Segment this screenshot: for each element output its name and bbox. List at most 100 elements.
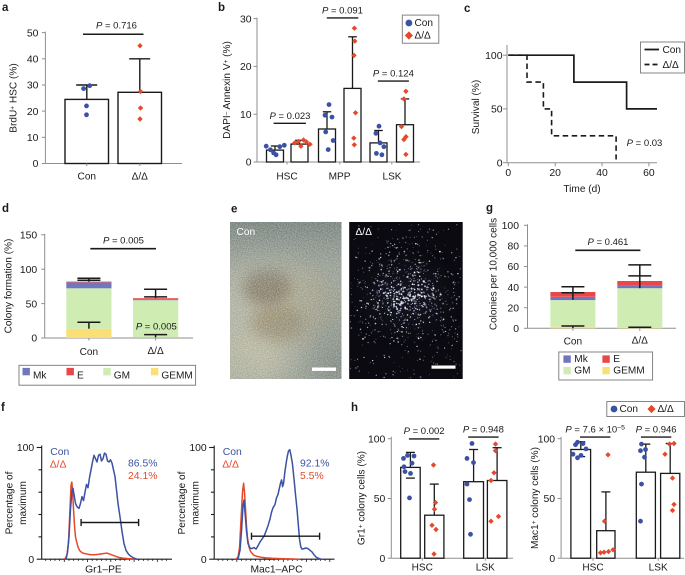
svg-text:0: 0 (201, 555, 207, 566)
svg-text:30: 30 (27, 81, 39, 92)
svg-text:Con: Con (564, 337, 583, 348)
svg-text:Con: Con (237, 227, 256, 238)
svg-text:0: 0 (33, 159, 39, 170)
svg-text:Δ/Δ: Δ/Δ (658, 404, 675, 415)
svg-text:Δ/Δ: Δ/Δ (50, 459, 67, 470)
svg-text:maximum: maximum (18, 481, 29, 525)
svg-text:100: 100 (502, 221, 520, 232)
svg-text:50: 50 (27, 28, 39, 39)
svg-text:Percentage of: Percentage of (177, 471, 188, 534)
svg-text:c: c (464, 3, 471, 15)
svg-text:Con: Con (78, 172, 97, 183)
svg-text:20: 20 (240, 62, 252, 73)
svg-text:b: b (218, 2, 225, 14)
svg-text:0: 0 (505, 168, 511, 179)
svg-text:E: E (77, 371, 84, 382)
svg-text:50: 50 (544, 494, 556, 505)
svg-text:100: 100 (485, 51, 503, 62)
svg-text:LSK: LSK (649, 563, 668, 574)
svg-text:Mk: Mk (33, 371, 47, 382)
svg-text:LSK: LSK (476, 563, 495, 574)
svg-text:HSC: HSC (582, 563, 603, 574)
svg-text:P = 0.005: P = 0.005 (136, 322, 177, 333)
svg-text:60: 60 (643, 168, 655, 179)
svg-text:86.5%: 86.5% (128, 458, 157, 469)
svg-text:100: 100 (189, 443, 207, 454)
svg-text:Con: Con (620, 404, 639, 415)
svg-text:BrdU+ HSC (%): BrdU+ HSC (%) (9, 63, 20, 132)
svg-text:P = 0.005: P = 0.005 (103, 236, 144, 247)
svg-text:92.1%: 92.1% (300, 458, 329, 469)
svg-text:100: 100 (17, 443, 35, 454)
svg-text:Δ/Δ: Δ/Δ (147, 346, 164, 357)
svg-text:P = 7.6 × 10−5: P = 7.6 × 10−5 (565, 424, 625, 435)
svg-text:0: 0 (549, 554, 555, 565)
svg-text:P = 0.002: P = 0.002 (404, 426, 445, 437)
svg-text:20: 20 (507, 303, 519, 314)
svg-text:Gr1+ colony cells (%): Gr1+ colony cells (%) (357, 451, 368, 545)
svg-text:Con: Con (80, 347, 99, 358)
svg-text:60: 60 (507, 262, 519, 273)
svg-text:0: 0 (246, 158, 252, 169)
svg-text:e: e (231, 204, 237, 216)
svg-text:100: 100 (538, 434, 556, 445)
svg-text:MPP: MPP (329, 172, 351, 183)
svg-text:40: 40 (27, 55, 39, 66)
svg-text:50: 50 (491, 105, 503, 116)
svg-text:P = 0.946: P = 0.946 (636, 424, 677, 435)
svg-text:Time (d): Time (d) (563, 184, 600, 195)
svg-text:P = 0.023: P = 0.023 (270, 111, 311, 122)
svg-text:P = 0.948: P = 0.948 (463, 424, 504, 435)
svg-text:10: 10 (240, 110, 252, 121)
svg-text:GEMM: GEMM (613, 366, 644, 377)
svg-text:50: 50 (374, 494, 386, 505)
svg-text:24.1%: 24.1% (128, 471, 157, 482)
svg-text:40: 40 (596, 168, 608, 179)
svg-text:P = 0.124: P = 0.124 (373, 69, 414, 80)
svg-text:5.5%: 5.5% (300, 471, 324, 482)
svg-text:a: a (2, 2, 9, 14)
svg-text:20: 20 (549, 168, 561, 179)
svg-text:Δ/Δ: Δ/Δ (132, 172, 149, 183)
svg-text:g: g (486, 203, 493, 215)
svg-text:Δ/Δ: Δ/Δ (415, 31, 432, 42)
svg-text:Percentage of: Percentage of (5, 471, 16, 534)
svg-text:Con: Con (415, 18, 434, 29)
svg-text:150: 150 (20, 231, 38, 242)
svg-text:Δ/Δ: Δ/Δ (632, 336, 649, 347)
svg-text:Gr1–PE: Gr1–PE (85, 565, 122, 575)
svg-text:GM: GM (114, 371, 130, 382)
svg-text:Mac1+ colony cells (%): Mac1+ colony cells (%) (530, 447, 541, 549)
svg-text:P = 0.091: P = 0.091 (322, 5, 363, 16)
svg-text:Colony formation (%): Colony formation (%) (4, 239, 15, 334)
svg-text:GEMM: GEMM (161, 371, 192, 382)
svg-text:P = 0.461: P = 0.461 (588, 237, 629, 248)
svg-text:80: 80 (507, 242, 519, 253)
svg-text:Δ/Δ: Δ/Δ (222, 459, 239, 470)
svg-text:Δ/Δ: Δ/Δ (356, 227, 373, 238)
svg-text:HSC: HSC (412, 563, 433, 574)
svg-text:Mk: Mk (574, 354, 588, 365)
svg-text:P = 0.03: P = 0.03 (627, 138, 663, 149)
svg-text:Survival (%): Survival (%) (471, 80, 482, 134)
svg-text:0: 0 (28, 555, 34, 566)
svg-text:d: d (2, 203, 9, 215)
svg-text:Con: Con (223, 447, 242, 458)
svg-text:Con: Con (50, 447, 69, 458)
svg-text:Colonies per 10,000 cells: Colonies per 10,000 cells (488, 218, 499, 330)
svg-text:E: E (613, 354, 620, 365)
svg-text:DAPI– Annexin V+ (%): DAPI– Annexin V+ (%) (222, 41, 233, 139)
svg-text:0: 0 (31, 334, 37, 345)
svg-text:GM: GM (574, 366, 590, 377)
svg-text:h: h (351, 402, 358, 414)
svg-text:20: 20 (27, 107, 39, 118)
svg-text:0: 0 (513, 324, 519, 335)
svg-text:10: 10 (27, 133, 39, 144)
svg-text:100: 100 (20, 265, 38, 276)
svg-text:P = 0.716: P = 0.716 (96, 21, 137, 32)
svg-text:LSK: LSK (382, 172, 401, 183)
svg-text:0: 0 (497, 158, 503, 169)
svg-text:Con: Con (663, 45, 682, 56)
svg-text:Δ/Δ: Δ/Δ (663, 60, 680, 71)
svg-text:f: f (1, 402, 5, 414)
